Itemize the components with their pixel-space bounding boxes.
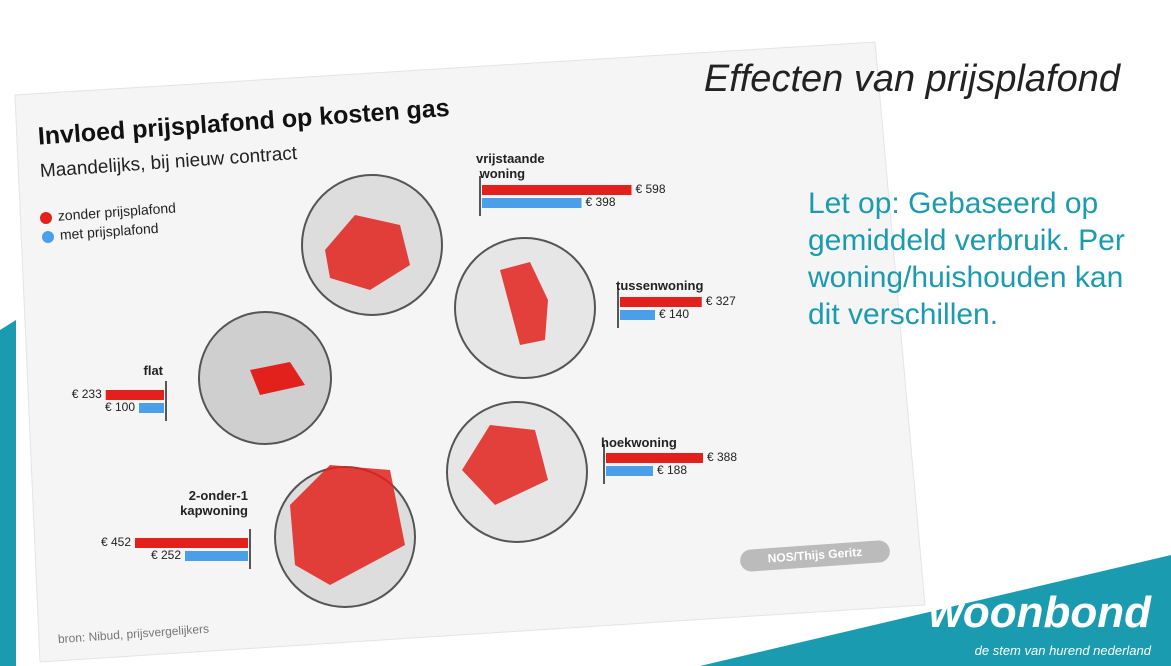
- slide-note: Let op: Gebaseerd op gemiddeld verbruik.…: [808, 185, 1158, 333]
- category-label: hoekwoning: [601, 435, 677, 450]
- legend-swatch: [42, 231, 54, 243]
- legend-swatch: [40, 212, 52, 224]
- slide-title: Effecten van prijsplafond: [560, 58, 1120, 101]
- bar: [482, 185, 632, 195]
- value-label: € 388: [707, 450, 737, 464]
- category-label: tussenwoning: [616, 278, 703, 293]
- bar: [606, 453, 703, 463]
- value-label: € 233: [72, 387, 102, 401]
- bar: [620, 310, 655, 320]
- bar: [606, 466, 653, 476]
- value-label: € 398: [586, 195, 616, 209]
- logo: woonbond: [929, 588, 1151, 638]
- value-label: € 188: [657, 463, 687, 477]
- value-label: € 140: [659, 307, 689, 321]
- accent-strip: [0, 320, 16, 666]
- bar: [135, 538, 248, 548]
- bar: [106, 390, 164, 400]
- value-label: € 100: [105, 400, 135, 414]
- value-label: € 327: [706, 294, 736, 308]
- category-label: flat: [144, 363, 164, 378]
- value-label: € 598: [636, 182, 666, 196]
- bar: [185, 551, 248, 561]
- bar: [139, 403, 164, 413]
- slide: Invloed prijsplafond op kosten gas Maand…: [0, 0, 1171, 666]
- logo-tagline: de stem van hurend nederland: [975, 643, 1151, 658]
- bar: [620, 297, 702, 307]
- value-label: € 452: [101, 535, 131, 549]
- bar: [482, 198, 582, 208]
- value-label: € 252: [151, 548, 181, 562]
